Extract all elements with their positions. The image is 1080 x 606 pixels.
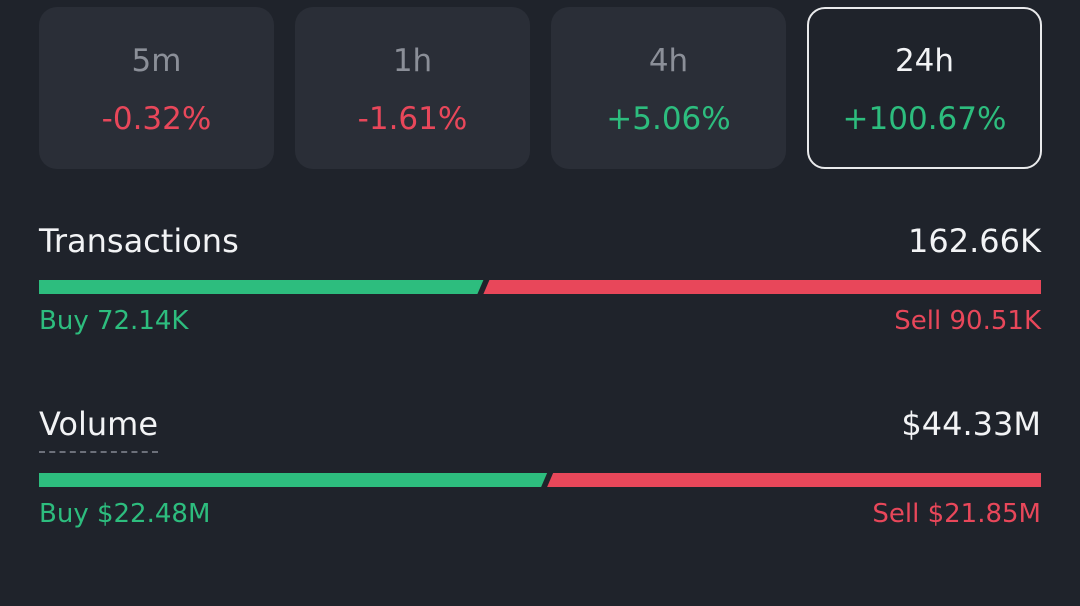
- period-change: +100.67%: [842, 101, 1007, 137]
- period-label: 4h: [648, 43, 689, 79]
- period-tab[interactable]: 24h +100.67%: [807, 7, 1042, 169]
- section-total: $44.33M: [901, 405, 1041, 443]
- period-change: -1.61%: [357, 101, 468, 137]
- buy-label: Buy: [39, 499, 89, 529]
- sell-stat: Sell 90.51K: [894, 306, 1041, 336]
- period-tab[interactable]: 4h +5.06%: [551, 7, 786, 169]
- period-label: 5m: [131, 43, 182, 79]
- section-header: Transactions 162.66K: [39, 222, 1041, 260]
- buy-value: $22.48M: [96, 499, 211, 529]
- section-header: Volume $44.33M: [39, 405, 1041, 453]
- bar-segment: [547, 473, 1041, 487]
- sell-label: Sell: [894, 306, 942, 336]
- period-tab[interactable]: 5m -0.32%: [39, 7, 274, 169]
- section-total: 162.66K: [908, 222, 1041, 260]
- buy-stat: Buy $22.48M: [39, 499, 210, 529]
- bar-segment: [39, 280, 484, 294]
- section-footer: Buy $22.48M Sell $21.85M: [39, 499, 1041, 529]
- sell-value: $21.85M: [927, 499, 1041, 529]
- period-tabs: 5m -0.32% 1h -1.61% 4h +5.06% 24h +100.67%: [39, 7, 1042, 169]
- period-change: +5.06%: [606, 101, 731, 137]
- period-change: -0.32%: [101, 101, 212, 137]
- bar-segment: [483, 280, 1041, 294]
- period-label: 24h: [894, 43, 955, 79]
- ratio-bar: [39, 473, 1041, 487]
- buy-value: 72.14K: [96, 306, 189, 336]
- transactions-section: Transactions 162.66K Buy 72.14K Sell 90.51K: [39, 222, 1041, 336]
- sell-value: 90.51K: [949, 306, 1041, 336]
- section-footer: Buy 72.14K Sell 90.51K: [39, 306, 1041, 336]
- volume-section: Volume $44.33M Buy $22.48M Sell $21.85M: [39, 405, 1041, 529]
- sell-label: Sell: [872, 499, 920, 529]
- section-title: Transactions: [39, 222, 239, 260]
- buy-label: Buy: [39, 306, 89, 336]
- section-title: Volume: [39, 405, 159, 453]
- period-tab[interactable]: 1h -1.61%: [295, 7, 530, 169]
- period-label: 1h: [392, 43, 433, 79]
- buy-stat: Buy 72.14K: [39, 306, 188, 336]
- ratio-bar: [39, 280, 1041, 294]
- bar-segment: [39, 473, 548, 487]
- sell-stat: Sell $21.85M: [872, 499, 1041, 529]
